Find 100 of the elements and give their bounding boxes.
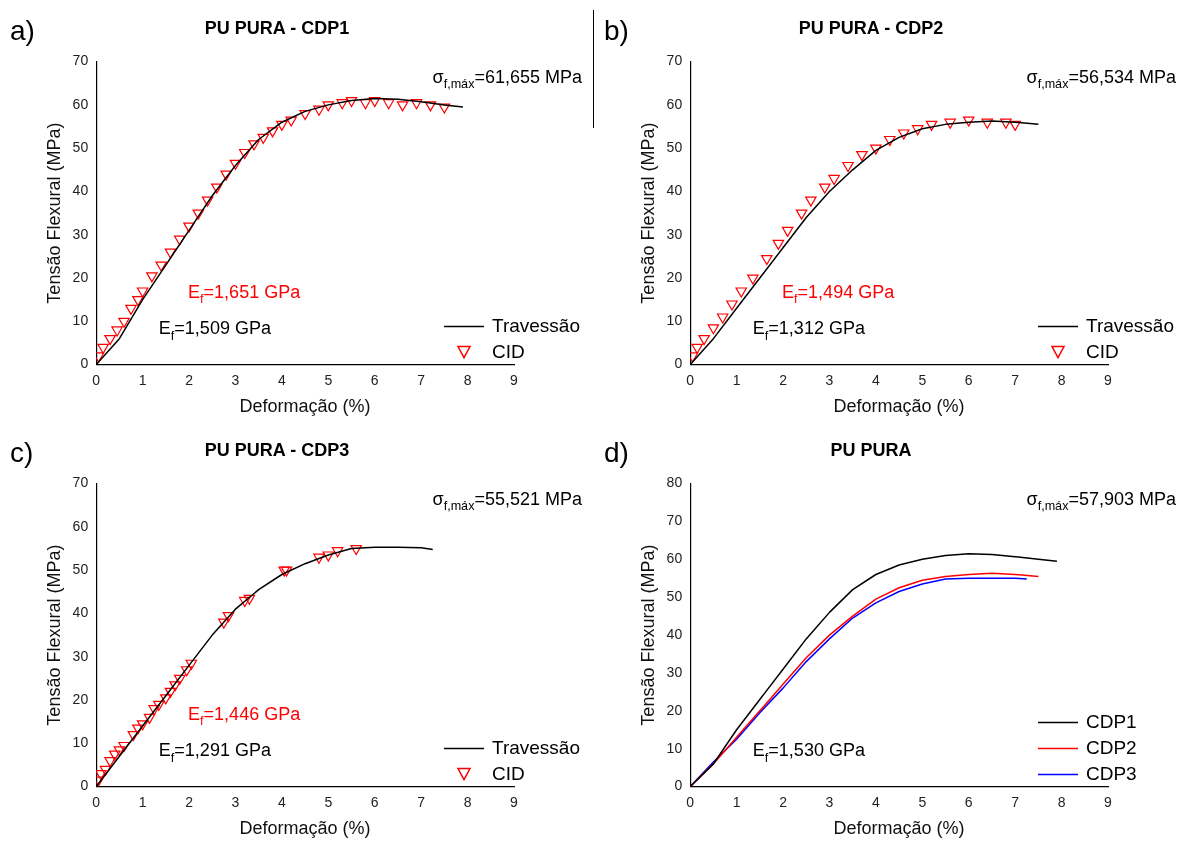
legend-label: CDP2 [1086, 736, 1137, 758]
point [201, 196, 214, 207]
x-tick-label: 4 [277, 371, 286, 388]
point [118, 317, 130, 328]
y-tick-label: 30 [72, 647, 89, 664]
x-tick-label: 1 [138, 793, 147, 810]
y-axis-title: Tensão Flexural (MPa) [43, 122, 64, 304]
x-tick-label: 4 [871, 793, 880, 810]
x-tick-label: 6 [964, 371, 973, 388]
legend-label: CID [492, 340, 525, 362]
point [211, 183, 223, 194]
x-axis-title: Deformação (%) [833, 818, 965, 839]
point [218, 618, 230, 629]
x-axis-title: Deformação (%) [239, 396, 371, 417]
point [132, 296, 144, 307]
y-tick-label: 40 [72, 182, 89, 199]
point [735, 287, 748, 298]
point [155, 261, 167, 272]
x-tick-label: 5 [918, 793, 927, 810]
x-tick-label: 7 [1011, 793, 1020, 810]
point [842, 161, 854, 173]
x-tick-label: 2 [185, 371, 194, 388]
y-tick-label: 30 [666, 663, 683, 680]
y-tick-label: 70 [72, 474, 89, 491]
x-tick-label: 0 [92, 371, 101, 388]
legend-label: CID [492, 762, 525, 784]
y-tick-label: 70 [666, 512, 683, 529]
point [322, 101, 335, 112]
point [99, 765, 112, 776]
point [160, 694, 172, 705]
y-tick-label: 20 [666, 701, 683, 718]
y-tick-label: 10 [666, 312, 683, 329]
y-tick-label: 20 [666, 268, 683, 285]
chart-title: PU PURA [830, 439, 912, 460]
y-tick-label: 40 [72, 604, 89, 621]
point [276, 120, 288, 131]
point [238, 148, 251, 160]
y-tick-label: 50 [666, 588, 683, 605]
x-tick-label: 4 [871, 371, 880, 388]
point [313, 553, 325, 564]
point [285, 116, 297, 127]
legend-label: Travessão [1086, 314, 1174, 336]
y-tick-label: 60 [666, 95, 683, 112]
point [173, 235, 186, 246]
point [313, 105, 325, 116]
x-tick-label: 6 [370, 371, 379, 388]
point [350, 544, 362, 556]
point [127, 731, 140, 742]
point [331, 547, 344, 558]
y-axis-title: Tensão Flexural (MPa) [43, 544, 64, 726]
point [345, 96, 358, 108]
x-tick-label: 2 [779, 793, 788, 810]
point [698, 335, 710, 346]
y-tick-label: 60 [666, 550, 683, 567]
y-tick-label: 50 [666, 139, 683, 156]
point [962, 116, 975, 127]
text: a) [10, 15, 35, 46]
y-tick-label: 10 [666, 739, 683, 756]
point [382, 99, 395, 110]
point [164, 687, 177, 698]
chart-title: PU PURA - CDP3 [204, 439, 350, 460]
point [299, 109, 311, 121]
x-tick-label: 9 [1104, 371, 1113, 388]
x-tick-label: 8 [463, 371, 472, 388]
point [104, 335, 116, 346]
point [410, 99, 423, 110]
x-tick-label: 5 [918, 371, 927, 388]
point [143, 713, 156, 724]
point [222, 612, 235, 623]
point [183, 222, 195, 233]
x-tick-label: 7 [1011, 371, 1020, 388]
point [396, 101, 409, 112]
y-tick-label: 40 [666, 625, 683, 642]
point [180, 666, 193, 677]
point [148, 705, 160, 716]
point [169, 681, 181, 692]
x-tick-label: 4 [277, 793, 286, 810]
point [108, 750, 121, 761]
point [136, 720, 149, 731]
point [828, 174, 840, 186]
legend-label: CDP1 [1086, 710, 1137, 732]
legend-label: CID [1086, 340, 1119, 362]
y-tick-label: 30 [72, 225, 89, 242]
x-tick-label: 3 [825, 371, 834, 388]
point [132, 724, 144, 735]
y-tick-label: 50 [72, 561, 89, 578]
point [726, 300, 738, 311]
point [97, 343, 109, 354]
point [243, 594, 256, 605]
point [805, 196, 817, 207]
x-axis-title: Deformação (%) [833, 396, 965, 417]
y-tick-label: 80 [666, 474, 683, 491]
point [691, 343, 703, 354]
x-tick-label: 9 [510, 371, 519, 388]
x-tick-label: 8 [1057, 371, 1066, 388]
y-tick-label: 60 [72, 95, 89, 112]
point [336, 99, 349, 110]
point [229, 159, 242, 170]
y-tick-label: 0 [674, 777, 683, 794]
y-axis-title: Tensão Flexural (MPa) [637, 122, 658, 304]
